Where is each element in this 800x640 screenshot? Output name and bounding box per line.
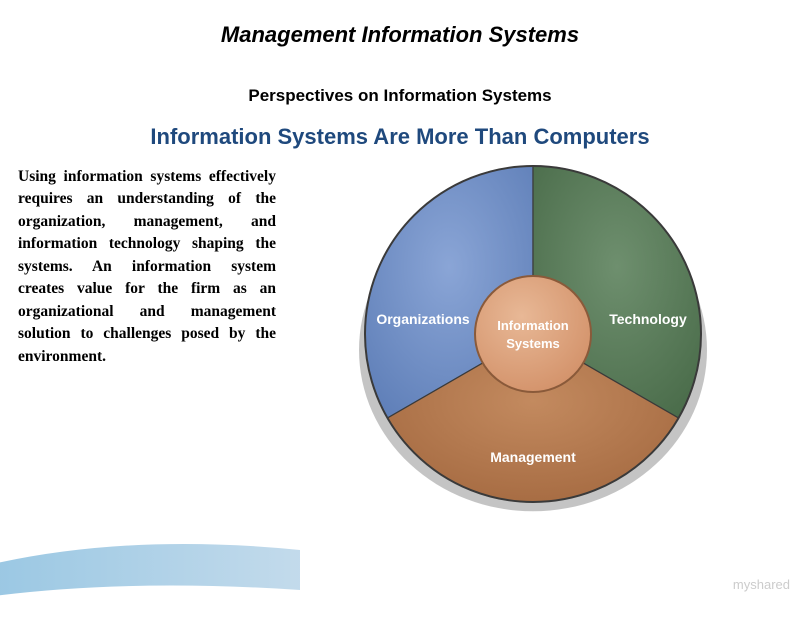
slice-label-organizations: Organizations xyxy=(376,311,470,327)
pie-diagram: Organizations Technology Management Informa… xyxy=(288,164,782,529)
content-row: Using information systems effectively re… xyxy=(0,164,800,529)
slice-label-management: Management xyxy=(490,449,576,465)
center-label-2: Systems xyxy=(506,336,559,351)
slice-label-technology: Technology xyxy=(609,311,687,327)
main-title: Management Information Systems xyxy=(0,0,800,48)
watermark: myshared xyxy=(733,577,790,592)
decorative-swoosh xyxy=(0,520,300,640)
pie-center xyxy=(475,276,591,392)
subtitle: Perspectives on Information Systems xyxy=(0,86,800,106)
body-paragraph: Using information systems effectively re… xyxy=(18,164,288,529)
section-title: Information Systems Are More Than Comput… xyxy=(0,124,800,150)
center-label-1: Information xyxy=(497,318,569,333)
